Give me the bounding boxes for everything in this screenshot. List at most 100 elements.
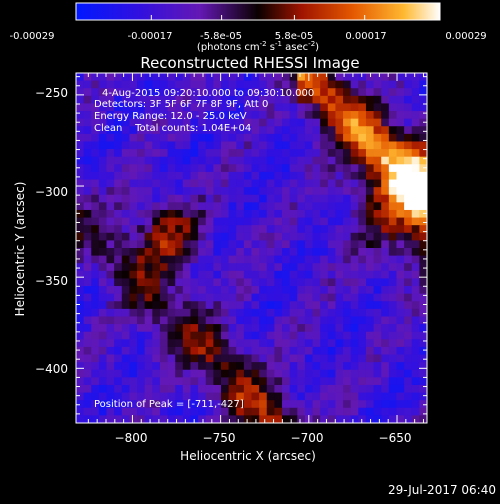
- heatmap-cell: [274, 126, 283, 135]
- heatmap-cell: [343, 118, 352, 127]
- heatmap-cell: [404, 362, 413, 371]
- heatmap-cell: [373, 103, 382, 112]
- heatmap-cell: [373, 278, 382, 287]
- heatmap-cell: [121, 133, 131, 143]
- heatmap-cell: [198, 415, 207, 423]
- heatmap-cell: [236, 73, 245, 82]
- colorbar-units: (photons cm-2 s-1 asec-2): [197, 40, 319, 53]
- heatmap-cell: [152, 217, 161, 226]
- heatmap-cell: [175, 225, 184, 234]
- heatmap-cell: [198, 202, 207, 211]
- y-tick-label-3: −250: [35, 86, 68, 100]
- heatmap-cell: [419, 384, 427, 394]
- heatmap-cell: [175, 73, 184, 82]
- heatmap-cell: [358, 240, 367, 249]
- heatmap-cell: [159, 308, 169, 318]
- heatmap-cell: [213, 202, 222, 211]
- heatmap-cell: [91, 141, 100, 150]
- heatmap-cell: [282, 255, 291, 264]
- heatmap-cell: [404, 293, 413, 302]
- heatmap-cell: [83, 377, 92, 386]
- heatmap-cell: [106, 331, 115, 340]
- heatmap-cell: [266, 171, 275, 181]
- heatmap-cell: [327, 187, 337, 196]
- heatmap-cell: [350, 80, 359, 89]
- heatmap-cell: [205, 270, 214, 280]
- heatmap-cell: [396, 73, 405, 82]
- heatmap-cell: [129, 255, 138, 264]
- heatmap-cell: [388, 270, 398, 280]
- heatmap-cell: [282, 141, 291, 150]
- heatmap-cell: [266, 88, 275, 97]
- heatmap-cell: [312, 339, 321, 348]
- heatmap-cell: [91, 339, 100, 348]
- heatmap-cell: [259, 179, 268, 188]
- heatmap-cell: [175, 111, 184, 120]
- heatmap-cell: [358, 171, 367, 181]
- heatmap-cell: [243, 301, 253, 310]
- x-tick-label-3: −650: [379, 431, 412, 445]
- heatmap-cell: [251, 126, 260, 135]
- heatmap-cell: [236, 377, 245, 386]
- heatmap-cell: [137, 346, 146, 356]
- heatmap-cell: [220, 331, 230, 340]
- heatmap-cell: [198, 407, 207, 416]
- heatmap-cell: [327, 301, 337, 310]
- heatmap-cell: [144, 278, 153, 287]
- heatmap-cell: [282, 316, 291, 325]
- heatmap-cell: [350, 400, 359, 409]
- heatmap-cell: [182, 286, 192, 295]
- heatmap-cell: [182, 362, 192, 371]
- heatmap-cell: [137, 126, 146, 135]
- heatmap-cell: [335, 346, 344, 356]
- heatmap-cell: [137, 149, 146, 158]
- heatmap-cell: [320, 270, 329, 280]
- heatmap-cell: [411, 301, 420, 310]
- heatmap-cell: [327, 240, 337, 249]
- heatmap-cell: [289, 354, 298, 363]
- heatmap-cell: [289, 392, 298, 401]
- heatmap-cell: [114, 377, 123, 386]
- heatmap-cell: [220, 171, 230, 181]
- heatmap-cell: [297, 141, 306, 150]
- heatmap-cell: [121, 293, 131, 302]
- heatmap-cell: [335, 171, 344, 181]
- heatmap-cell: [282, 331, 291, 340]
- heatmap-cell: [251, 362, 260, 371]
- heatmap-cell: [236, 202, 245, 211]
- heatmap-cell: [365, 308, 375, 318]
- heatmap-cell: [335, 331, 344, 340]
- heatmap-cell: [343, 171, 352, 181]
- heatmap-cell: [236, 293, 245, 302]
- heatmap-cell: [335, 407, 344, 416]
- heatmap-cell: [282, 369, 291, 378]
- heatmap-cell: [159, 293, 169, 302]
- heatmap-cell: [137, 111, 146, 120]
- heatmap-cell: [388, 171, 398, 181]
- heatmap-cell: [419, 88, 427, 97]
- heatmap-cell: [388, 369, 398, 378]
- heatmap-cell: [312, 202, 321, 211]
- heatmap-cell: [213, 384, 222, 394]
- heatmap-cell: [381, 377, 390, 386]
- heatmap-cell: [213, 164, 222, 173]
- heatmap-cell: [152, 324, 161, 333]
- heatmap-cell: [381, 331, 390, 340]
- heatmap-cell: [228, 88, 237, 97]
- heatmap-cell: [144, 133, 153, 143]
- heatmap-cell: [159, 407, 169, 416]
- heatmap-cell: [76, 240, 85, 249]
- heatmap-cell: [213, 248, 222, 257]
- heatmap-cell: [213, 308, 222, 318]
- heatmap-cell: [388, 88, 398, 97]
- heatmap-cell: [213, 278, 222, 287]
- heatmap-cell: [388, 149, 398, 158]
- heatmap-cell: [282, 339, 291, 348]
- heatmap-cell: [266, 354, 275, 363]
- heatmap-cell: [98, 194, 108, 203]
- heatmap-cell: [419, 164, 427, 173]
- heatmap-cell: [373, 164, 382, 173]
- heatmap-cell: [144, 255, 153, 264]
- heatmap-cell: [411, 392, 420, 401]
- x-tick-label-1: −750: [203, 431, 236, 445]
